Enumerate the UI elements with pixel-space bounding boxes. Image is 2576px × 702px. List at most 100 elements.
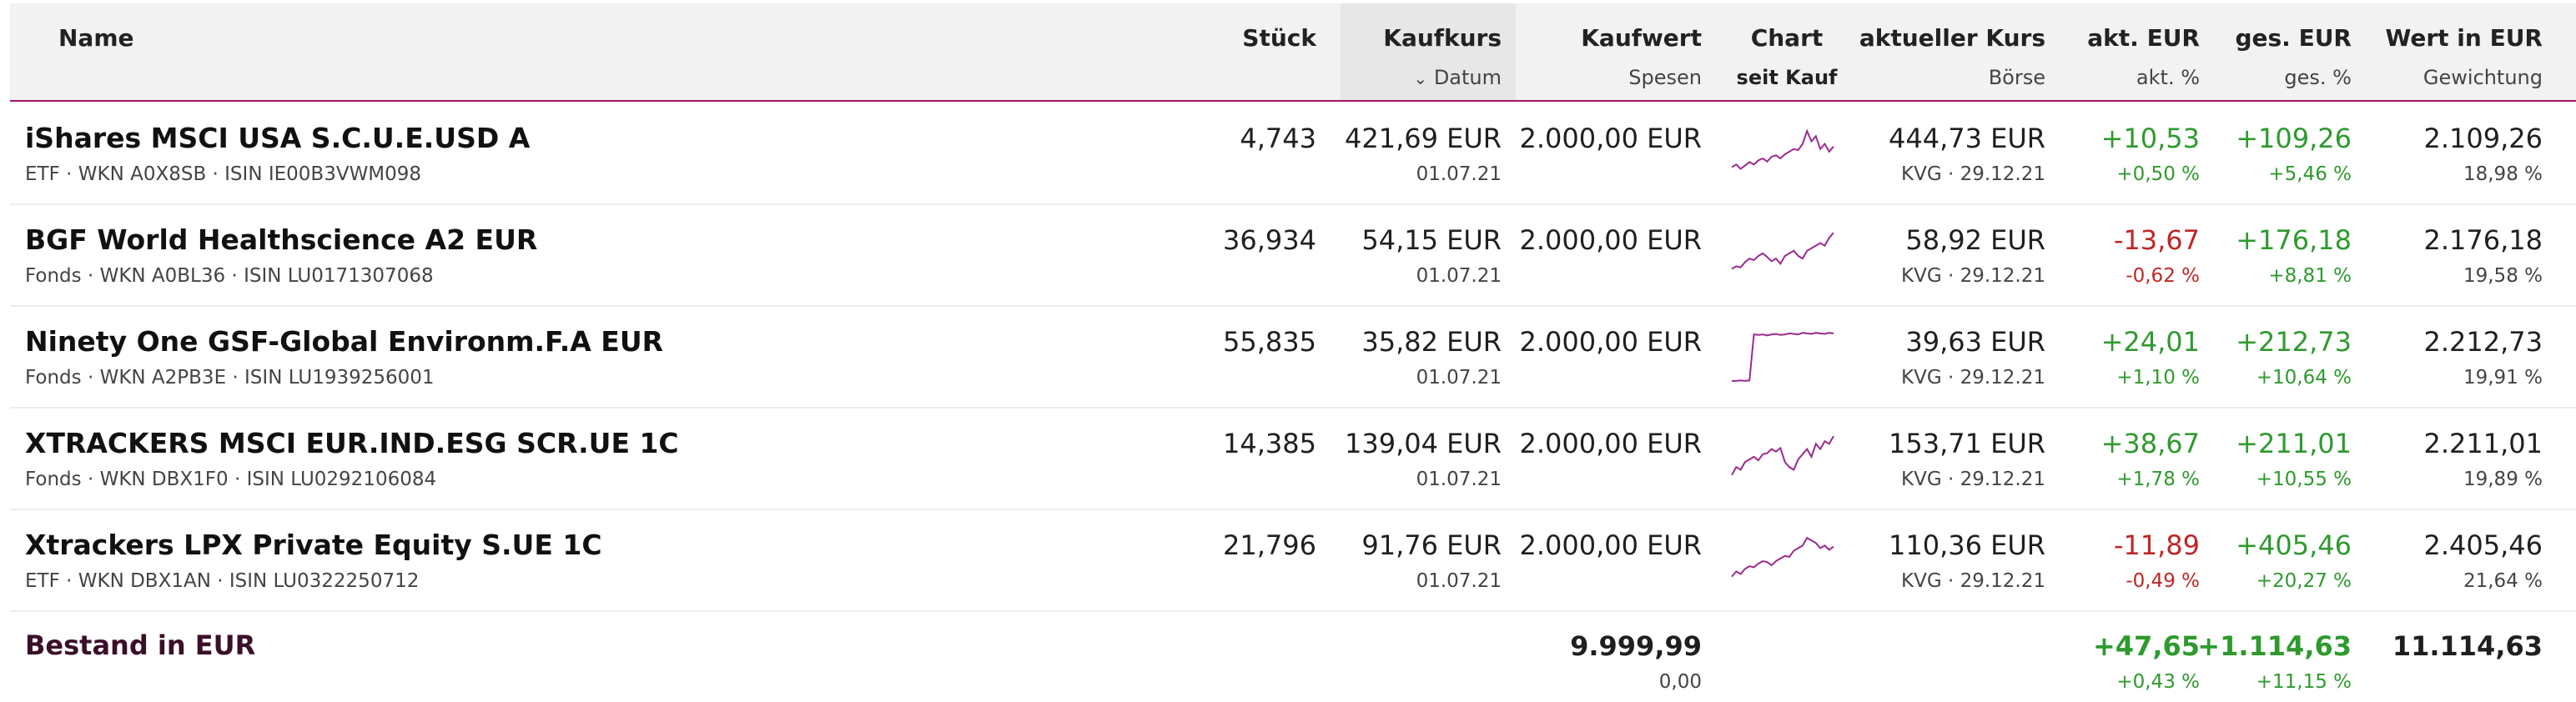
cell-wert: 2.405,46 [2423, 529, 2543, 561]
cell-ges-pct: +20,27 % [2256, 570, 2352, 592]
cell-akt-eur: +10,53 [2101, 123, 2200, 154]
col-header-boerse-label: Börse [1988, 66, 2045, 89]
security-name[interactable]: Xtrackers LPX Private Equity S.UE 1C [25, 529, 602, 561]
col-header-kaufwert[interactable]: Kaufwert Spesen [1518, 23, 1702, 93]
footer-ges-pct: +11,15 % [2256, 671, 2352, 693]
table-row[interactable]: XTRACKERS MSCI EUR.IND.ESG SCR.UE 1C Fond… [10, 407, 2576, 510]
col-header-chart-label: Chart [1750, 24, 1824, 52]
cell-wert: 2.176,18 [2423, 224, 2543, 256]
cell-boerse: KVG · 29.12.21 [1901, 265, 2045, 287]
cell-wert: 2.109,26 [2423, 123, 2543, 154]
footer-kaufwert: 9.999,99 [1570, 630, 1702, 662]
sorted-column-highlight [1341, 3, 1516, 100]
cell-gewichtung: 21,64 % [2463, 570, 2543, 592]
footer-label: Bestand in EUR [25, 629, 256, 661]
sparkline-line [1731, 232, 1834, 270]
sparkline-chart[interactable] [1728, 122, 1837, 185]
table-row[interactable]: BGF World Healthscience A2 EUR Fonds · WK… [10, 203, 2576, 307]
table-header: Name Stück Kaufkurs ⌄ Datum Kaufwert Spe… [10, 3, 2576, 102]
cell-ges-eur: +405,46 [2236, 529, 2352, 561]
security-meta: Fonds · WKN DBX1F0 · ISIN LU0292106084 [25, 469, 437, 490]
cell-akt-eur: +38,67 [2101, 428, 2200, 459]
security-name[interactable]: iShares MSCI USA S.C.U.E.USD A [25, 122, 531, 154]
cell-kurs: 39,63 EUR [1905, 326, 2045, 358]
sparkline-chart[interactable] [1728, 427, 1837, 490]
cell-datum: 01.07.21 [1416, 570, 1502, 592]
cell-stueck: 21,796 [1223, 529, 1316, 561]
cell-wert: 2.212,73 [2423, 326, 2543, 358]
cell-boerse: KVG · 29.12.21 [1901, 570, 2045, 592]
sparkline-line [1731, 536, 1834, 578]
col-header-ges[interactable]: ges. EUR ges. % [2210, 23, 2352, 93]
col-header-chart[interactable]: Chart seit Kauf [1720, 23, 1854, 93]
cell-gewichtung: 19,91 % [2463, 367, 2543, 389]
cell-kurs: 58,92 EUR [1905, 224, 2045, 256]
sparkline-chart[interactable] [1728, 223, 1837, 287]
cell-akt-pct: +1,10 % [2116, 367, 2200, 389]
col-header-spesen-label: Spesen [1628, 66, 1702, 89]
cell-boerse: KVG · 29.12.21 [1901, 367, 2045, 389]
col-header-stueck[interactable]: Stück [1216, 23, 1316, 53]
sort-datum[interactable]: ⌄ Datum [1326, 63, 1502, 93]
cell-ges-eur: +176,18 [2236, 224, 2352, 256]
col-header-kurs[interactable]: aktueller Kurs Börse [1804, 23, 2045, 93]
cell-ges-pct: +8,81 % [2268, 265, 2352, 287]
cell-kaufkurs: 139,04 EUR [1344, 428, 1502, 459]
sparkline-chart[interactable] [1728, 325, 1837, 389]
col-header-wert-label: Wert in EUR [2385, 24, 2543, 52]
cell-kaufkurs: 54,15 EUR [1361, 224, 1502, 256]
cell-gewichtung: 19,89 % [2463, 469, 2543, 490]
cell-stueck: 36,934 [1223, 224, 1316, 256]
table-row[interactable]: Xtrackers LPX Private Equity S.UE 1C ETF … [10, 509, 2576, 612]
cell-datum: 01.07.21 [1416, 469, 1502, 490]
cell-datum: 01.07.21 [1416, 163, 1502, 185]
cell-ges-pct: +5,46 % [2268, 163, 2352, 185]
table-row[interactable]: iShares MSCI USA S.C.U.E.USD A ETF · WKN … [10, 102, 2576, 205]
security-meta: ETF · WKN A0X8SB · ISIN IE00B3VWM098 [25, 163, 422, 185]
cell-gewichtung: 19,58 % [2463, 265, 2543, 287]
col-header-ges-pct-label: ges. % [2284, 66, 2352, 89]
cell-kaufkurs: 35,82 EUR [1361, 326, 1502, 358]
cell-datum: 01.07.21 [1416, 265, 1502, 287]
footer-akt-eur: +47,65 [2092, 630, 2200, 662]
table-row[interactable]: Ninety One GSF-Global Environm.F.A EUR Fo… [10, 305, 2576, 409]
security-name[interactable]: XTRACKERS MSCI EUR.IND.ESG SCR.UE 1C [25, 427, 679, 459]
cell-kaufwert: 2.000,00 EUR [1519, 326, 1702, 358]
cell-kaufwert: 2.000,00 EUR [1519, 529, 1702, 561]
col-header-kaufkurs[interactable]: Kaufkurs ⌄ Datum [1326, 23, 1502, 93]
cell-akt-pct: +1,78 % [2116, 469, 2200, 490]
security-name[interactable]: BGF World Healthscience A2 EUR [25, 223, 538, 256]
cell-boerse: KVG · 29.12.21 [1901, 469, 2045, 490]
cell-akt-eur: +24,01 [2101, 326, 2200, 358]
sparkline-chart[interactable] [1728, 529, 1837, 592]
col-header-stueck-label: Stück [1242, 24, 1316, 52]
sparkline-line [1731, 128, 1834, 170]
cell-boerse: KVG · 29.12.21 [1901, 163, 2045, 185]
col-header-ges-label: ges. EUR [2235, 24, 2352, 52]
col-header-wert[interactable]: Wert in EUR Gewichtung [2367, 23, 2543, 93]
sort-datum-label: Datum [1433, 66, 1502, 89]
col-header-kurs-label: aktueller Kurs [1859, 24, 2045, 52]
table-footer: Bestand in EUR 9.999,99 0,00 +47,65 +0,4… [10, 618, 2576, 701]
cell-kaufkurs: 421,69 EUR [1344, 123, 1502, 154]
cell-ges-eur: +211,01 [2236, 428, 2352, 459]
sort-chevron-down-icon: ⌄ [1413, 68, 1428, 88]
col-header-akt-label: akt. EUR [2087, 24, 2200, 52]
cell-akt-pct: -0,49 % [2126, 570, 2200, 592]
col-header-name[interactable]: Name [58, 23, 134, 53]
footer-spesen: 0,00 [1658, 671, 1702, 693]
cell-kaufwert: 2.000,00 EUR [1519, 123, 1702, 154]
col-header-chart-sub: seit Kauf [1736, 66, 1838, 89]
sparkline-line [1731, 435, 1834, 476]
cell-kurs: 110,36 EUR [1888, 529, 2045, 561]
col-header-kaufkurs-label: Kaufkurs [1383, 24, 1502, 52]
col-header-akt[interactable]: akt. EUR akt. % [2058, 23, 2200, 93]
security-name[interactable]: Ninety One GSF-Global Environm.F.A EUR [25, 325, 664, 358]
cell-akt-eur: -11,89 [2113, 529, 2200, 561]
cell-datum: 01.07.21 [1416, 367, 1502, 389]
cell-gewichtung: 18,98 % [2463, 163, 2543, 185]
cell-kaufwert: 2.000,00 EUR [1519, 428, 1702, 459]
footer-akt-pct: +0,43 % [2116, 671, 2200, 693]
cell-stueck: 4,743 [1240, 123, 1316, 154]
